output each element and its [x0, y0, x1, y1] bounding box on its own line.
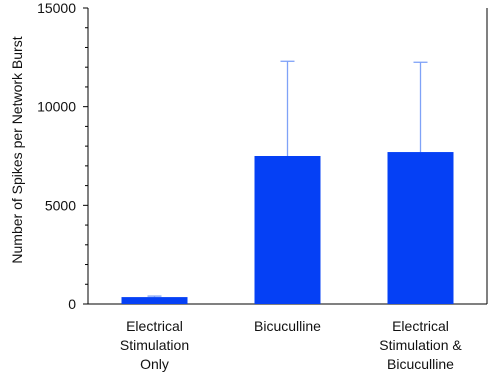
y-tick-label: 0 — [68, 296, 76, 312]
bar — [387, 152, 454, 304]
x-tick-label: Electrical Stimulation & Bicuculline — [379, 318, 462, 372]
x-tick-label: Bicuculline — [254, 318, 321, 334]
y-tick-label: 15000 — [37, 0, 76, 16]
x-tick-label: Electrical Stimulation Only — [120, 318, 189, 372]
y-tick-label: 5000 — [45, 197, 76, 213]
y-axis-title: Number of Spikes per Network Burst — [9, 36, 25, 263]
bar — [121, 297, 188, 304]
plot-area: 0 5000 10000 15000 Electrical Stimulation Only… — [37, 0, 488, 372]
y-tick-label: 10000 — [37, 99, 76, 115]
bar — [254, 156, 321, 304]
